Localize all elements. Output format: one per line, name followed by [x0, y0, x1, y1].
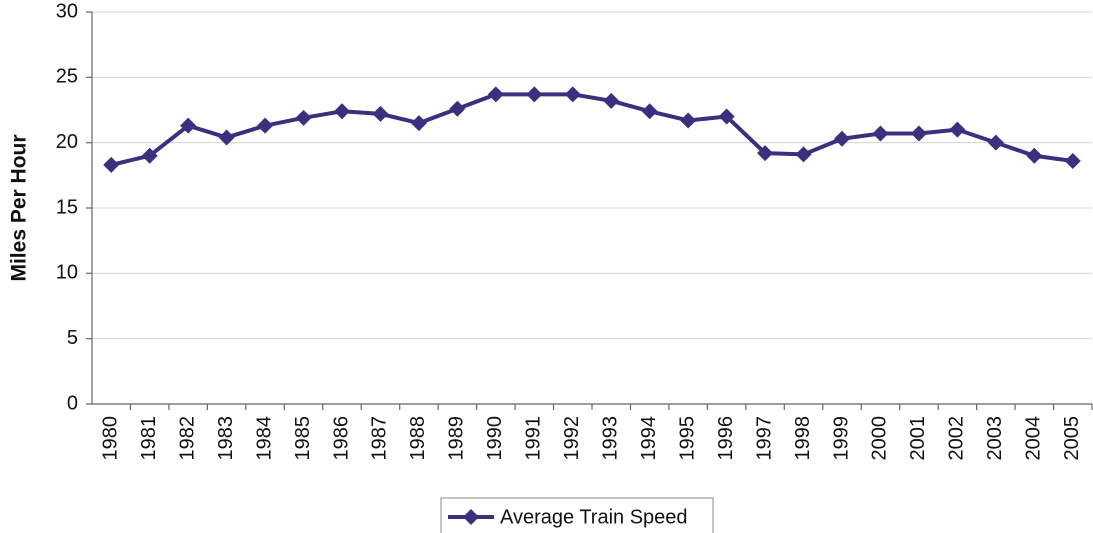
- x-tick-label: 1995: [676, 416, 698, 461]
- x-tick-label: 1996: [715, 416, 737, 461]
- data-point: [1064, 152, 1081, 169]
- data-point: [641, 103, 658, 120]
- x-tick-label: 1991: [523, 416, 545, 461]
- data-point: [257, 117, 274, 134]
- y-tick-label: 25: [56, 66, 78, 88]
- x-tick-label: 1999: [830, 416, 852, 461]
- legend-label: Average Train Speed: [500, 506, 688, 528]
- y-tick-label: 0: [67, 392, 78, 414]
- legend: Average Train Speed: [440, 497, 714, 533]
- x-tick-label: 1992: [561, 416, 583, 461]
- data-point: [987, 134, 1004, 151]
- data-point: [449, 100, 466, 117]
- x-tick-label: 1987: [369, 416, 391, 461]
- x-tick-label: 1988: [407, 416, 429, 461]
- data-point: [103, 156, 120, 173]
- x-tick-label: 2001: [907, 416, 929, 461]
- legend-marker: [463, 509, 479, 525]
- data-point: [757, 145, 774, 162]
- data-point: [718, 108, 735, 125]
- x-tick-label: 1984: [253, 416, 275, 461]
- x-tick-label: 1982: [176, 416, 198, 461]
- data-point: [834, 130, 850, 147]
- x-tick-label: 1980: [100, 416, 122, 461]
- x-tick-label: 2005: [1061, 416, 1083, 461]
- x-tick-label: 1983: [215, 416, 237, 461]
- data-point: [680, 112, 697, 129]
- data-point: [180, 117, 197, 134]
- x-tick-label: 1990: [484, 416, 506, 461]
- x-tick-label: 1981: [138, 416, 160, 461]
- x-tick-label: 2003: [984, 416, 1006, 461]
- data-point: [295, 109, 312, 126]
- data-point: [1026, 147, 1043, 164]
- data-point: [372, 105, 389, 122]
- data-point: [949, 121, 966, 138]
- y-tick-label: 5: [67, 327, 78, 349]
- data-point: [564, 86, 581, 103]
- x-tick-label: 2004: [1023, 416, 1045, 461]
- data-point: [334, 103, 350, 120]
- y-tick-label: 20: [56, 131, 78, 153]
- x-tick-label: 1998: [792, 416, 814, 461]
- data-point: [603, 92, 620, 109]
- y-tick-label: 10: [56, 262, 78, 284]
- data-point: [218, 129, 235, 146]
- data-point: [795, 146, 812, 163]
- x-tick-label: 1994: [638, 416, 660, 461]
- x-tick-label: 1993: [600, 416, 622, 461]
- data-point: [487, 86, 504, 103]
- series-line: [110, 92, 1074, 167]
- y-tick-label: 15: [56, 196, 78, 218]
- x-tick-label: 1986: [330, 416, 352, 461]
- data-point: [410, 115, 427, 132]
- x-tick-label: 2002: [946, 416, 968, 461]
- data-point: [141, 147, 158, 164]
- x-tick-label: 1989: [446, 416, 468, 461]
- data-point: [872, 125, 889, 142]
- x-tick-label: 1985: [292, 416, 314, 461]
- data-point: [910, 125, 927, 142]
- data-point: [526, 86, 543, 103]
- y-axis-label: Miles Per Hour: [8, 134, 31, 281]
- y-tick-label: 30: [56, 0, 78, 22]
- x-tick-label: 1997: [753, 416, 775, 461]
- x-tick-label: 2000: [869, 416, 891, 461]
